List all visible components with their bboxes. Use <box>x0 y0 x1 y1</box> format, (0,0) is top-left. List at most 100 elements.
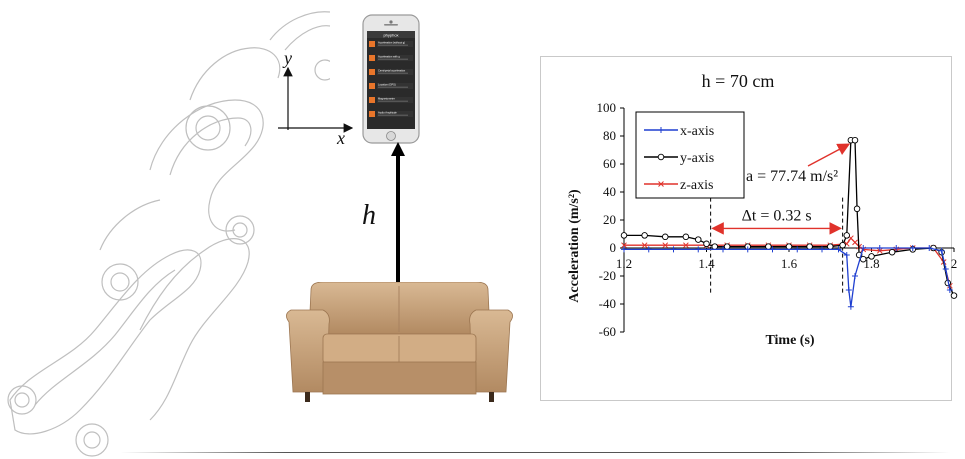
chart-x-tick-label: 1.8 <box>863 256 879 271</box>
chart-point <box>876 245 883 251</box>
chart-point <box>860 255 867 263</box>
chart-point <box>694 236 702 243</box>
chart-point <box>839 241 846 249</box>
chart-x-tick-label: 2 <box>951 256 958 271</box>
chart-title: h = 70 cm <box>702 71 775 91</box>
chart-x-tick-label: 1.6 <box>781 256 798 271</box>
acceleration-chart: h = 70 cm Acceleration (m/s²) Time (s) 1… <box>567 71 958 348</box>
legend-label: y-axis <box>680 151 714 166</box>
chart-point <box>620 232 628 239</box>
phone-menu-label: Magnetometer <box>378 97 395 101</box>
chart-point <box>658 127 664 133</box>
chart-point <box>703 240 710 248</box>
chart-point <box>942 266 949 272</box>
phone-menu-row <box>377 55 413 61</box>
chart-point <box>657 153 665 161</box>
phone-menu-subtext <box>378 114 408 116</box>
chart-point <box>711 243 718 250</box>
chart-annotations: a = 77.74 m/s² Δt = 0.32 s <box>711 143 851 235</box>
phone-menu-icon <box>369 69 375 75</box>
delta-t-label: Δt = 0.32 s <box>742 207 812 224</box>
chart-point <box>662 242 669 249</box>
chart-point <box>641 242 648 249</box>
legend-item: x-axis <box>644 124 714 139</box>
chart-point <box>661 233 669 241</box>
chart-point <box>785 243 793 250</box>
phone-menu-label: Acceleration (without g) <box>378 41 405 45</box>
chart-point <box>847 303 854 310</box>
phone-menu-row <box>377 69 413 75</box>
chart-y-tick-label: -20 <box>599 268 616 283</box>
phone-menu-icon <box>369 55 375 61</box>
y-axis-label: y <box>282 50 292 68</box>
chart-y-axis-label: Acceleration (m/s²) <box>567 189 582 303</box>
chart-point <box>853 205 861 213</box>
chart-point <box>658 181 664 187</box>
legend-item: y-axis <box>644 151 714 166</box>
phone-app-header: phyphox <box>383 33 398 38</box>
phone-menu-label: Centripetal acceleration <box>378 69 406 73</box>
chart-point <box>683 242 689 249</box>
phone-axes-diagram: y x <box>278 50 354 148</box>
chart-point <box>645 246 652 253</box>
chart-point <box>926 245 933 251</box>
phone-menu-icon <box>369 41 375 47</box>
bottom-divider <box>120 452 950 453</box>
phone-menu-row <box>377 97 413 103</box>
sofa-image <box>286 282 513 402</box>
phone-menu-label: Audio Amplitude <box>378 111 397 115</box>
peak-annotation-arrow <box>807 143 851 167</box>
chart-y-tick-label: 40 <box>603 184 616 199</box>
chart-series-layer <box>620 136 958 310</box>
phone-menu-row <box>377 83 413 89</box>
series-line <box>624 237 951 286</box>
chart-point <box>893 245 900 251</box>
chart-vertical-markers <box>710 197 844 295</box>
chart-point <box>843 232 851 239</box>
phone-menu-row <box>377 111 413 117</box>
chart-point <box>765 243 772 250</box>
chart-point <box>938 247 945 254</box>
chart-point <box>888 248 896 256</box>
chart-point <box>670 246 677 253</box>
chart-point <box>682 233 690 241</box>
chart-y-tick-label: -40 <box>599 296 616 311</box>
chart-point <box>806 243 813 250</box>
chart-point <box>851 136 859 144</box>
phone-menu-label: Acceleration with g <box>378 55 400 59</box>
series-x-axis <box>621 245 953 310</box>
chart-point <box>827 243 834 250</box>
chart-y-tick-label: 100 <box>597 100 617 115</box>
peak-annotation-label: a = 77.74 m/s² <box>746 168 838 185</box>
smartphone-image: phyphox Acceleration (without g)Accelera… <box>362 14 420 144</box>
chart-point <box>852 273 858 279</box>
phone-menu-icon <box>369 97 375 103</box>
chart-point <box>860 245 867 251</box>
chart-point <box>845 287 852 293</box>
chart-point <box>621 246 627 253</box>
chart-point <box>946 287 953 293</box>
chart-point <box>744 246 751 253</box>
chart-y-tick-label: 80 <box>603 128 616 143</box>
height-label: h <box>362 200 376 231</box>
chart-point <box>950 292 958 299</box>
chart-y-tick-label: 20 <box>603 212 616 227</box>
phone-app-menu: Acceleration (without g) Acceleration wit… <box>369 41 413 117</box>
phone-menu-subtext <box>378 58 408 60</box>
phone-menu-subtext <box>378 100 408 102</box>
chart-y-tick-label: 0 <box>610 240 617 255</box>
chart-x-tick-label: 1.2 <box>616 256 632 271</box>
chart-legend: x-axis y-axis z-axis <box>635 111 745 199</box>
chart-point <box>723 243 731 250</box>
chart-point <box>843 252 850 258</box>
chart-x-axis-label: Time (s) <box>765 333 814 348</box>
chart-point <box>695 246 702 253</box>
chart-point <box>835 246 842 253</box>
legend-label: z-axis <box>680 178 713 193</box>
phone-menu-subtext <box>378 44 408 46</box>
legend-label: x-axis <box>680 124 714 139</box>
series-z-axis <box>621 235 953 289</box>
chart-point <box>794 246 801 253</box>
phone-menu-icon <box>369 83 375 89</box>
chart-point <box>720 246 726 253</box>
